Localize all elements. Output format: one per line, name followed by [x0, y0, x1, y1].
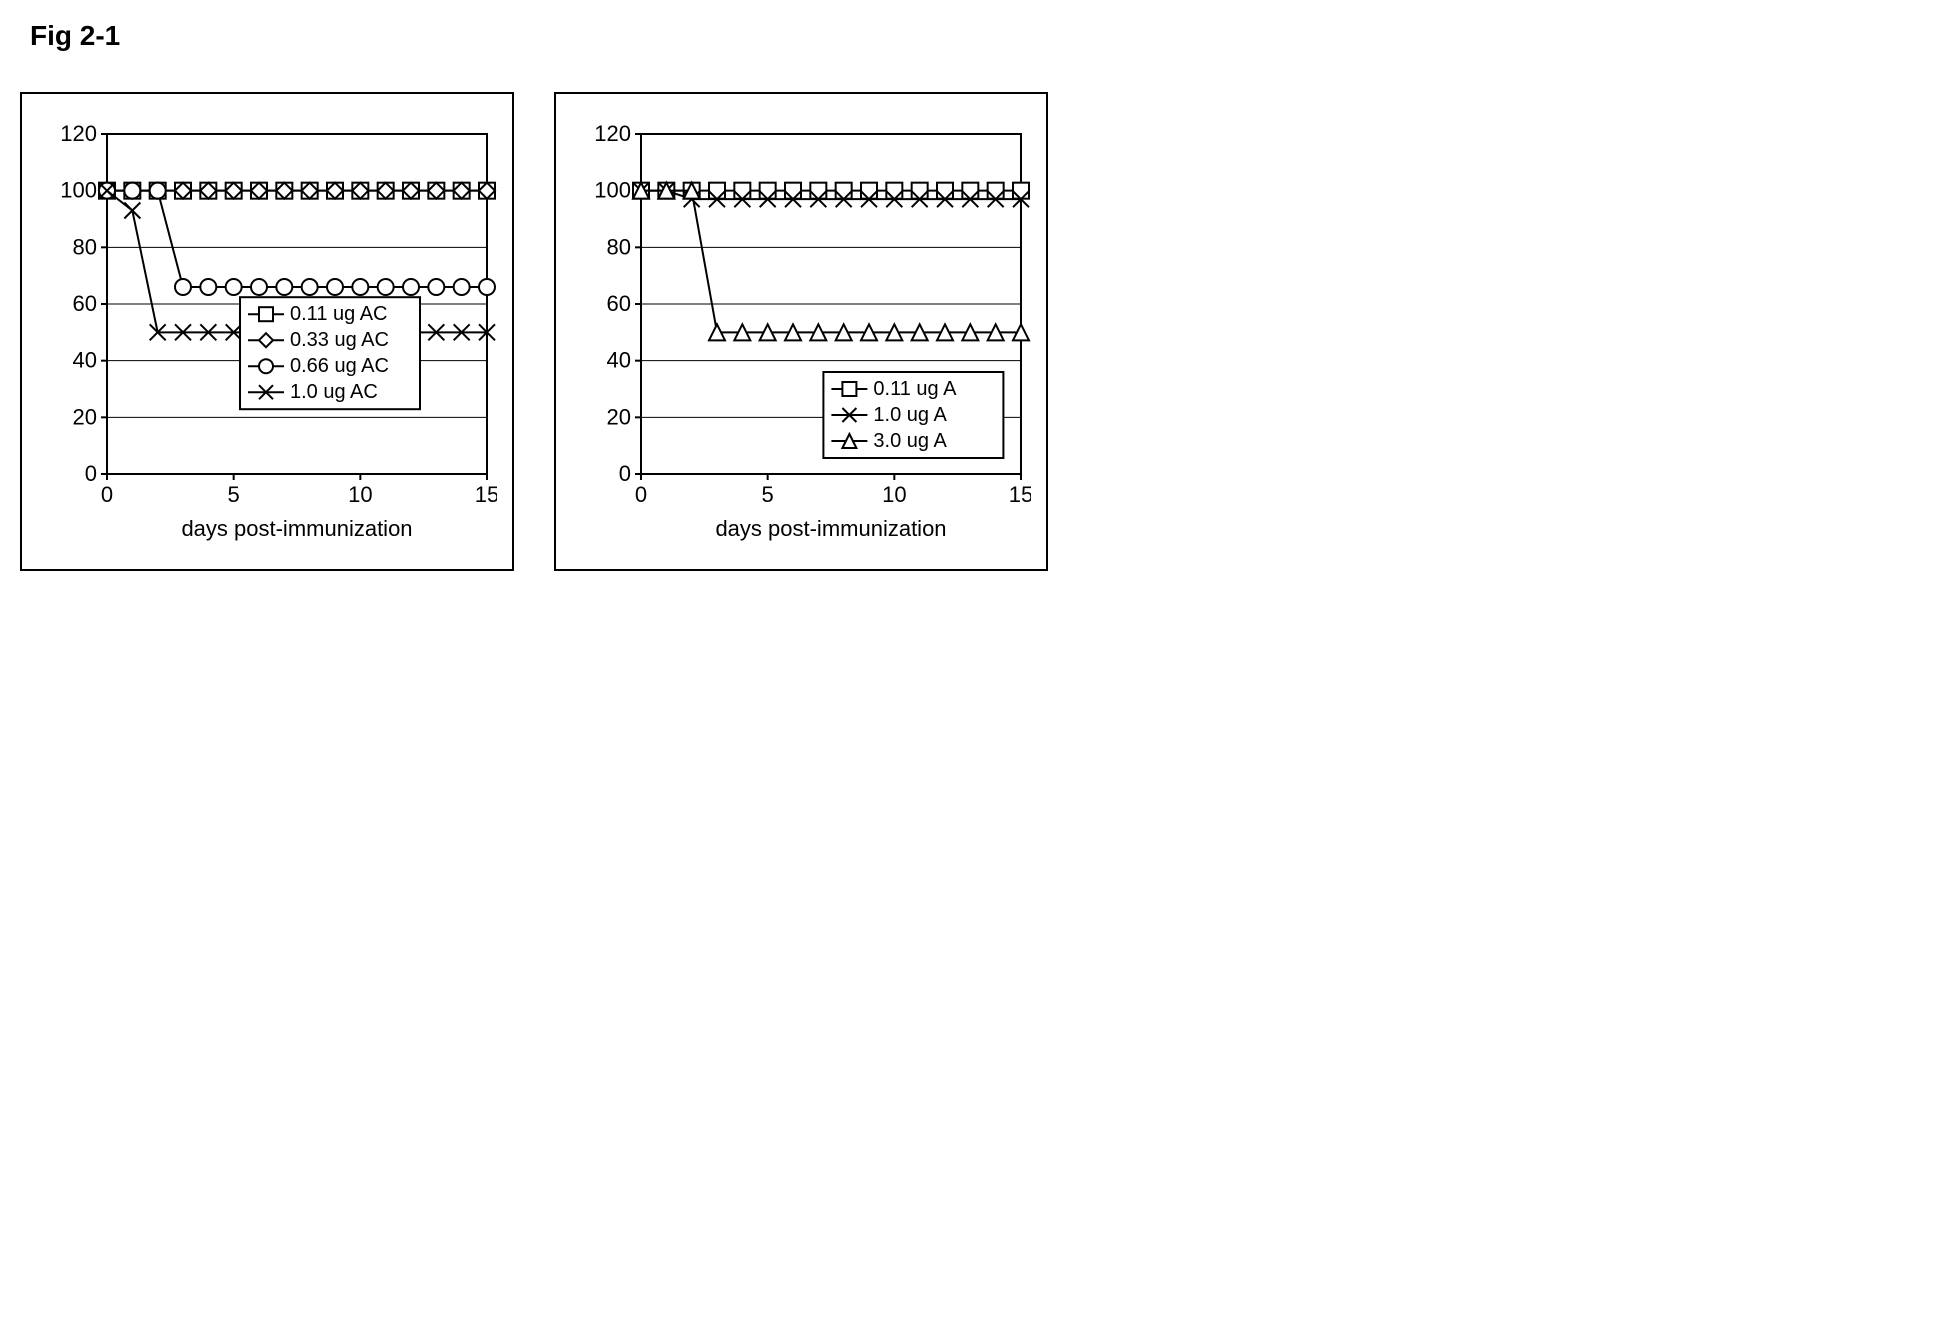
- svg-text:1.0 ug A: 1.0 ug A: [873, 404, 947, 426]
- svg-text:15: 15: [1009, 482, 1031, 507]
- svg-text:3.0 ug A: 3.0 ug A: [873, 430, 947, 452]
- svg-text:0.11 ug AC: 0.11 ug AC: [290, 303, 387, 325]
- svg-text:100: 100: [60, 178, 97, 203]
- svg-text:60: 60: [73, 291, 97, 316]
- svg-text:120: 120: [60, 121, 97, 146]
- svg-text:10: 10: [882, 482, 906, 507]
- svg-text:40: 40: [73, 348, 97, 373]
- svg-text:0.66 ug AC: 0.66 ug AC: [290, 355, 389, 377]
- svg-text:5: 5: [228, 482, 240, 507]
- svg-text:10: 10: [348, 482, 372, 507]
- svg-text:15: 15: [475, 482, 497, 507]
- svg-text:20: 20: [73, 404, 97, 429]
- svg-text:20: 20: [607, 404, 631, 429]
- svg-text:80: 80: [73, 234, 97, 259]
- svg-text:40: 40: [607, 348, 631, 373]
- svg-text:0: 0: [101, 482, 113, 507]
- svg-text:100: 100: [594, 178, 631, 203]
- svg-text:days post-immunization: days post-immunization: [715, 516, 946, 541]
- svg-text:0: 0: [619, 461, 631, 486]
- svg-text:0.11 ug A: 0.11 ug A: [873, 378, 957, 400]
- svg-text:0.33 ug AC: 0.33 ug AC: [290, 329, 389, 351]
- chart-right: 0 20 40 60 80 100 120 0 5 10 15 days post-immunizat…: [571, 114, 1031, 554]
- svg-text:days post-immunization: days post-immunization: [181, 516, 412, 541]
- svg-text:5: 5: [762, 482, 774, 507]
- chart-left-box: 0 20 40 60 80 100 120 0 5 10 15 days post-immunizat…: [20, 92, 514, 571]
- chart-left: 0 20 40 60 80 100 120 0 5 10 15 days post-immunizat…: [37, 114, 497, 554]
- svg-text:80: 80: [607, 234, 631, 259]
- svg-text:0: 0: [635, 482, 647, 507]
- figure-title: Fig 2-1: [30, 20, 1932, 52]
- svg-text:0: 0: [85, 461, 97, 486]
- svg-text:120: 120: [594, 121, 631, 146]
- svg-text:1.0 ug AC: 1.0 ug AC: [290, 381, 378, 403]
- charts-row: 020406080100120051015days post-immunizat…: [20, 92, 1932, 571]
- chart-right-box: 0 20 40 60 80 100 120 0 5 10 15 days post-immunizat…: [554, 92, 1048, 571]
- svg-text:60: 60: [607, 291, 631, 316]
